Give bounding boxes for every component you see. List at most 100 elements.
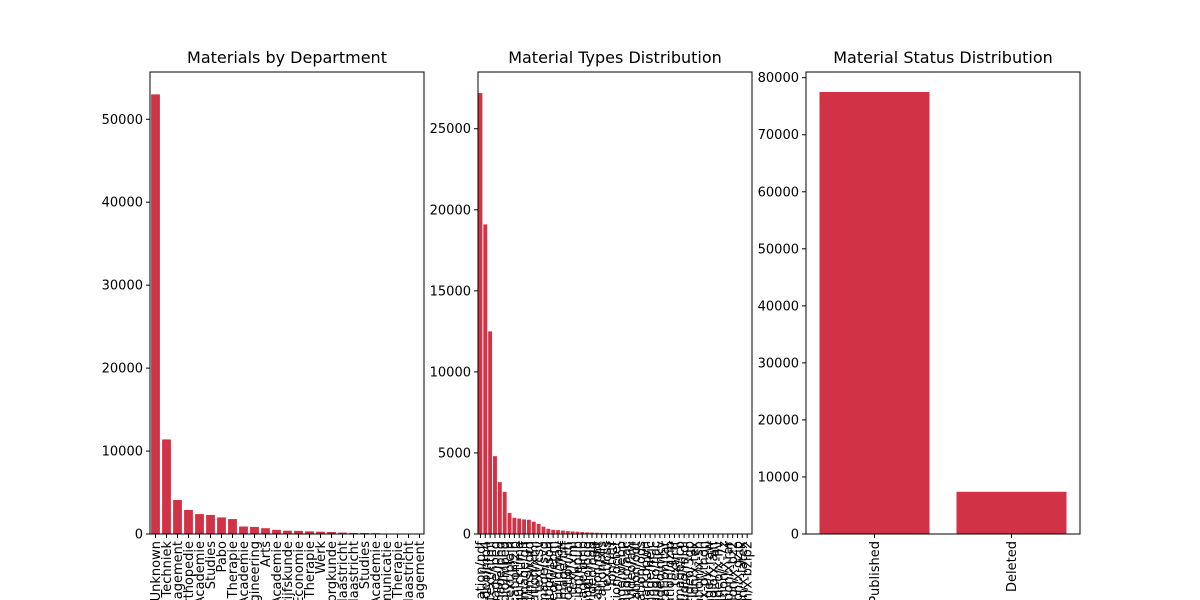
bar-text-html	[488, 331, 493, 534]
x-tick-label: video/ogg	[585, 541, 600, 600]
y-axis: 0 10000 20000 30000 40000 50000 60000 70000 8000…	[758, 71, 806, 543]
bar-orthopedie	[184, 509, 193, 534]
x-tick-label: application/json	[542, 541, 557, 600]
y-tick-label: 50000	[102, 113, 143, 128]
x-tick-label: image/webp	[615, 541, 630, 600]
x-tick-label: Academie	[237, 541, 252, 600]
chart-title-material-types-distribution: Material Types Distribution	[508, 48, 722, 67]
x-tick-label: Management	[171, 541, 186, 600]
x-tick-label: image/gif	[518, 541, 533, 600]
x-tick-label: application/x-bz2	[726, 541, 741, 600]
x-tick-label: application/x-tex	[687, 541, 702, 600]
x-tick-label: Communicatie	[380, 541, 395, 600]
bars	[151, 94, 424, 534]
x-tick-label: audio/wav	[552, 541, 567, 600]
y-tick-label: 0	[135, 528, 143, 543]
y-tick-label: 20000	[430, 203, 471, 218]
x-tick-label: application/xls	[595, 541, 610, 600]
x-tick-label: application/ppt	[590, 541, 605, 600]
x-tick-label: image/tiff	[556, 540, 571, 600]
y-tick-label: 10000	[758, 470, 799, 485]
x-tick-label: Werk	[314, 541, 329, 574]
x-tick-label: application/odt	[629, 541, 644, 600]
bar-engineering	[250, 526, 259, 534]
x-tick-label: Maastricht	[347, 541, 362, 600]
x-tick-label: Zorgkunde	[325, 541, 340, 600]
x-tick-label: Pabo	[215, 541, 230, 572]
chart-title-materials-by-department: Materials by Department	[187, 48, 387, 67]
bar-therapie	[305, 531, 314, 534]
x-tick-label: text/css	[600, 541, 615, 592]
x-tick-label: application/xml	[527, 541, 542, 600]
bar-image-png	[497, 482, 502, 534]
x-tick-label: image/png	[493, 541, 508, 600]
y-tick-label: 70000	[758, 128, 799, 143]
x-tick-label: application/gzip	[663, 541, 678, 600]
x-tick-label: application/x-bzip2	[741, 541, 756, 600]
bar-image-bmp	[580, 532, 585, 534]
x-tick-label: text/html	[484, 541, 499, 600]
x-tick-label: Academie	[193, 541, 208, 600]
x-axis: Published Deleted	[868, 534, 1020, 600]
x-tick-label: audio/x-aiff	[707, 540, 722, 600]
x-tick-label: Techniek	[160, 541, 175, 599]
bar-therapie	[228, 519, 237, 534]
x-tick-label: application/x-7z	[716, 541, 731, 600]
y-tick-label: 25000	[430, 122, 471, 137]
x-tick-label: video/mkv	[653, 541, 668, 600]
x-tick-label: Academie	[369, 541, 384, 600]
x-tick-label: text/csv	[532, 541, 547, 593]
bar-zorgkunde	[327, 532, 336, 534]
bar-deleted	[956, 491, 1067, 534]
x-tick-label: Bedrijfskunde	[281, 541, 296, 600]
bar-application-ppt	[594, 532, 599, 534]
x-tick-label: application/zip	[508, 541, 523, 600]
x-tick-label: audio/aac	[619, 541, 634, 600]
y-axis: 0 5000 10000 15000 20000 25000	[430, 122, 478, 543]
y-tick-label: 30000	[758, 356, 799, 371]
y-tick-label: 10000	[430, 365, 471, 380]
x-tick-label: Deleted	[1005, 541, 1020, 592]
bar-economie	[294, 530, 303, 534]
bar-video-webm	[551, 529, 556, 534]
bar-application-xml	[531, 521, 536, 534]
bar-image-svg	[541, 526, 546, 534]
x-tick-label: text/plain	[503, 541, 518, 600]
bar-image-jpeg	[493, 456, 497, 534]
axes-frame	[477, 71, 753, 535]
x-tick-label: application/epub	[571, 541, 586, 600]
bar-application-epub	[575, 531, 580, 534]
y-tick-label: 0	[463, 528, 471, 543]
x-tick-label: image/bmp	[576, 541, 591, 600]
bar-arts	[261, 528, 270, 534]
x-tick-label: video/webm	[547, 541, 562, 600]
y-tick-label: 0	[791, 528, 799, 543]
bar-text-plain	[507, 512, 512, 534]
x-tick-label: text/xml	[566, 541, 581, 595]
bar-video-ogg	[590, 532, 594, 534]
x-tick-label: Therapie	[391, 541, 406, 599]
x-tick-label: application/x-latex	[736, 541, 751, 600]
x-tick-label: application/x-sh	[692, 541, 707, 600]
x-tick-label: Engineering	[248, 541, 263, 600]
bar-audio-wav	[556, 530, 560, 534]
x-tick-label: video/quicktime	[513, 541, 528, 600]
x-tick-label: image/heic	[644, 541, 659, 600]
bar-image-gif	[522, 519, 527, 534]
x-tick-label: Unknown	[149, 541, 164, 600]
x-axis: UnknownTechniekManagementOrthopedieAcade…	[149, 534, 428, 600]
y-tick-label: 20000	[102, 362, 143, 377]
y-tick-label: 10000	[102, 445, 143, 460]
y-tick-label: 80000	[758, 71, 799, 86]
x-tick-label: text/rtf	[668, 541, 683, 586]
bar-techniek	[162, 439, 171, 534]
x-tick-label: application/octet	[610, 541, 625, 600]
x-tick-label: Economie	[292, 541, 307, 600]
bar-audio-mpeg	[502, 491, 507, 534]
bar-academie	[239, 526, 248, 534]
bar-application-rtf	[565, 531, 570, 534]
bar-published	[819, 91, 930, 535]
chart-title-material-status-distribution: Material Status Distribution	[833, 48, 1053, 67]
x-tick-label: audio/flac	[649, 541, 664, 600]
